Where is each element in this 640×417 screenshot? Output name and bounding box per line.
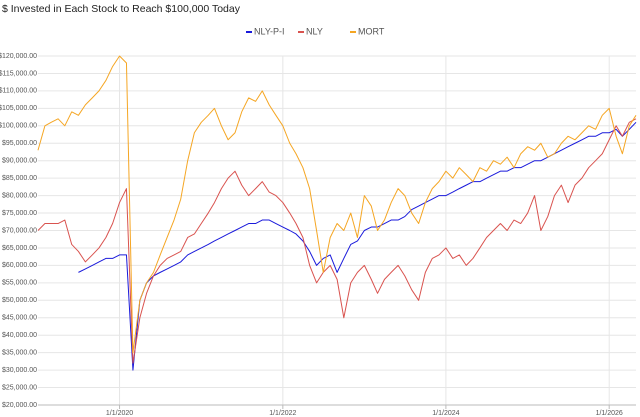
y-tick-label: $95,000.00 bbox=[2, 140, 37, 147]
legend-label: NLY-P-I bbox=[254, 26, 285, 36]
y-tick-label: $55,000.00 bbox=[2, 280, 37, 287]
y-tick-label: $65,000.00 bbox=[2, 245, 37, 252]
y-tick-label: $60,000.00 bbox=[2, 262, 37, 269]
chart-title: $ Invested in Each Stock to Reach $100,0… bbox=[2, 3, 241, 15]
y-tick-label: $100,000.00 bbox=[0, 123, 37, 130]
series-line bbox=[37, 55, 637, 354]
y-tick-label: $120,000.00 bbox=[0, 53, 37, 60]
x-tick-label: 1/1/2024 bbox=[432, 410, 459, 417]
y-tick-label: $75,000.00 bbox=[2, 210, 37, 217]
y-tick-label: $85,000.00 bbox=[2, 175, 37, 182]
legend-label: NLY bbox=[306, 26, 323, 36]
y-tick-label: $105,000.00 bbox=[0, 105, 37, 112]
x-tick-label: 1/1/2026 bbox=[596, 410, 623, 417]
y-tick-label: $40,000.00 bbox=[2, 332, 37, 339]
series-line bbox=[78, 121, 637, 371]
y-tick-label: $90,000.00 bbox=[2, 158, 37, 165]
series-line bbox=[37, 118, 637, 364]
y-tick-label: $115,000.00 bbox=[0, 70, 37, 77]
y-tick-label: $25,000.00 bbox=[2, 384, 37, 391]
y-tick-label: $20,000.00 bbox=[2, 402, 37, 409]
x-tick-label: 1/1/2020 bbox=[106, 410, 133, 417]
legend-label: MORT bbox=[358, 26, 385, 36]
x-tick-label: 1/1/2022 bbox=[269, 410, 296, 417]
y-tick-label: $110,000.00 bbox=[0, 88, 37, 95]
y-tick-label: $30,000.00 bbox=[2, 367, 37, 374]
y-tick-label: $70,000.00 bbox=[2, 227, 37, 234]
y-tick-label: $50,000.00 bbox=[2, 297, 37, 304]
y-tick-label: $45,000.00 bbox=[2, 315, 37, 322]
y-tick-label: $80,000.00 bbox=[2, 192, 37, 199]
y-tick-label: $35,000.00 bbox=[2, 349, 37, 356]
